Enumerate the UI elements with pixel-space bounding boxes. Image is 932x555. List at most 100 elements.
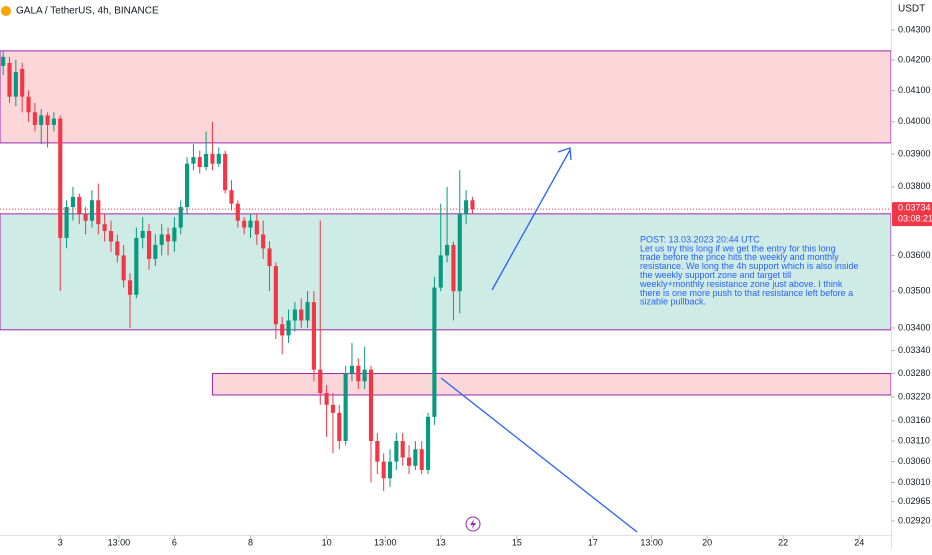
y-tick-label: 0.04200 <box>898 54 931 64</box>
candle-body <box>419 449 424 470</box>
x-tick-label: 15 <box>512 537 522 547</box>
candle-body <box>311 302 316 370</box>
y-tick-label: 0.02920 <box>898 515 931 525</box>
candle-body <box>261 234 266 249</box>
candle-body <box>254 220 259 235</box>
candle-body <box>337 412 342 442</box>
currency-label: USDT <box>898 4 925 15</box>
candle-body <box>286 320 291 336</box>
candle-body <box>185 163 190 208</box>
candle-body <box>292 309 297 321</box>
candle-body <box>45 115 50 125</box>
annotation-line: there is one more push to that resistanc… <box>640 288 853 298</box>
candle-body <box>375 441 380 462</box>
candle-body <box>362 369 367 382</box>
candle-body <box>178 207 183 228</box>
arrow-head <box>557 147 572 161</box>
arrow-up <box>491 149 571 291</box>
y-tick-label: 0.03110 <box>898 435 930 445</box>
candle-body <box>387 461 393 479</box>
annotation-line: trade before the price hits the weekly a… <box>640 252 839 262</box>
x-tick-label: 24 <box>854 537 864 547</box>
candle-body <box>64 207 69 238</box>
y-tick-label: 0.03900 <box>898 148 931 158</box>
candle-body <box>204 153 209 167</box>
candle-body <box>343 373 348 442</box>
candle-body <box>13 72 18 97</box>
candle-body <box>356 365 361 382</box>
countdown-label: 03:08:21 <box>898 213 932 223</box>
candle-body <box>464 200 469 214</box>
candle-body <box>381 461 386 479</box>
y-tick-label: 0.03220 <box>898 391 931 401</box>
candle-body <box>413 449 418 466</box>
candle-body <box>83 213 88 221</box>
candle-body <box>216 153 221 164</box>
candle-body <box>89 200 95 221</box>
candle-body <box>432 287 437 417</box>
x-tick-label: 13:00 <box>640 537 663 547</box>
candle-body <box>127 280 133 295</box>
candle-body <box>140 231 145 238</box>
candle-body <box>77 196 82 214</box>
candle-body <box>1 56 6 66</box>
candle-body <box>451 244 456 292</box>
x-tick-label: 10 <box>322 537 332 547</box>
candle-body <box>368 369 374 442</box>
x-tick-label: 20 <box>702 537 712 547</box>
y-tick-label: 0.04100 <box>898 85 931 95</box>
y-tick-label: 0.03160 <box>898 415 931 425</box>
y-tick-label: 0.03060 <box>898 456 931 466</box>
candle-body <box>134 237 139 295</box>
y-tick-label: 0.04300 <box>898 24 931 34</box>
annotation-line: resistance. We long the 4h support which… <box>640 261 858 271</box>
candle-body <box>394 441 399 462</box>
candle-body <box>248 220 253 228</box>
y-tick-label: 0.03280 <box>898 368 931 378</box>
candle-body <box>210 153 215 164</box>
candle-body <box>470 200 475 210</box>
candle-body <box>7 62 12 97</box>
symbol-icon <box>1 6 11 16</box>
candle-body <box>146 231 152 259</box>
candle-body <box>172 227 177 242</box>
candle-body <box>280 324 285 336</box>
y-tick-label: 0.03400 <box>898 322 931 332</box>
candle-body <box>299 309 304 321</box>
x-tick-label: 13:00 <box>374 537 397 547</box>
candle-body <box>159 234 164 245</box>
arrow-line <box>440 377 638 533</box>
candle-body <box>400 441 405 458</box>
candle-body <box>197 157 202 167</box>
candle-body <box>108 231 114 242</box>
x-tick-label: 6 <box>172 537 177 547</box>
candle-body <box>102 224 107 232</box>
price-label: 0.03734 <box>898 202 931 212</box>
candle-body <box>229 190 234 204</box>
candle-body <box>242 220 247 228</box>
candle-body <box>32 112 37 125</box>
candle-body <box>223 153 228 191</box>
y-tick-label: 0.02965 <box>898 496 931 506</box>
y-tick-label: 0.03600 <box>898 250 931 260</box>
annotation-line: Let us try this long if we get the entry… <box>640 243 836 253</box>
annotation-line: POST: 13.03.2023 20:44 UTC <box>640 234 760 244</box>
candle-body <box>425 416 431 470</box>
zones <box>0 50 892 396</box>
candle-body <box>406 457 412 466</box>
x-tick-label: 17 <box>588 537 598 547</box>
candle-body <box>457 213 462 292</box>
candle-body <box>121 255 126 281</box>
event-bolt <box>470 519 476 529</box>
candle-body <box>305 302 310 321</box>
x-tick-label: 13 <box>436 537 446 547</box>
candle-body <box>235 203 240 221</box>
candle-body <box>165 234 171 242</box>
x-tick-label: 8 <box>248 537 253 547</box>
candle-body <box>445 244 450 256</box>
candle-body <box>349 365 355 374</box>
candle-body <box>324 393 329 405</box>
candle-body <box>191 157 196 164</box>
x-tick-label: 3 <box>58 537 63 547</box>
